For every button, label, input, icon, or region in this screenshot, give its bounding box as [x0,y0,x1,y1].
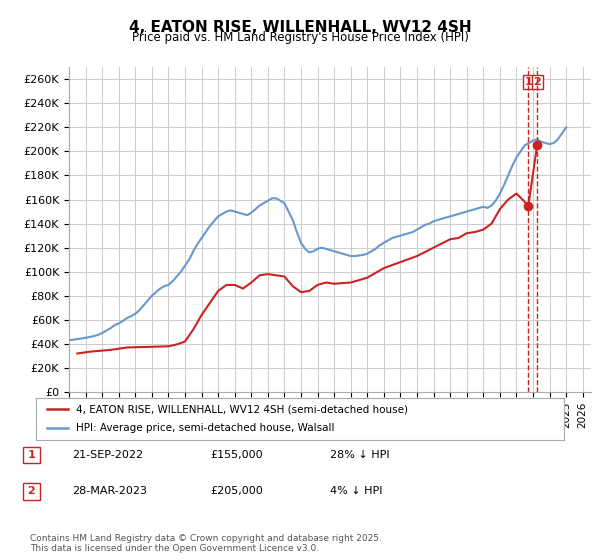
Text: 28% ↓ HPI: 28% ↓ HPI [330,450,389,460]
Text: HPI: Average price, semi-detached house, Walsall: HPI: Average price, semi-detached house,… [76,423,334,433]
Text: £155,000: £155,000 [210,450,263,460]
Text: 4, EATON RISE, WILLENHALL, WV12 4SH: 4, EATON RISE, WILLENHALL, WV12 4SH [128,20,472,35]
Text: 2: 2 [533,77,541,87]
Text: Contains HM Land Registry data © Crown copyright and database right 2025.
This d: Contains HM Land Registry data © Crown c… [30,534,382,553]
Text: 1: 1 [524,77,532,87]
Text: 28-MAR-2023: 28-MAR-2023 [72,486,147,496]
Text: Price paid vs. HM Land Registry's House Price Index (HPI): Price paid vs. HM Land Registry's House … [131,31,469,44]
Text: £205,000: £205,000 [210,486,263,496]
Text: 21-SEP-2022: 21-SEP-2022 [72,450,143,460]
Text: 4, EATON RISE, WILLENHALL, WV12 4SH (semi-detached house): 4, EATON RISE, WILLENHALL, WV12 4SH (sem… [76,404,407,414]
Text: 1: 1 [28,450,35,460]
Text: 4% ↓ HPI: 4% ↓ HPI [330,486,383,496]
Text: 2: 2 [28,486,35,496]
